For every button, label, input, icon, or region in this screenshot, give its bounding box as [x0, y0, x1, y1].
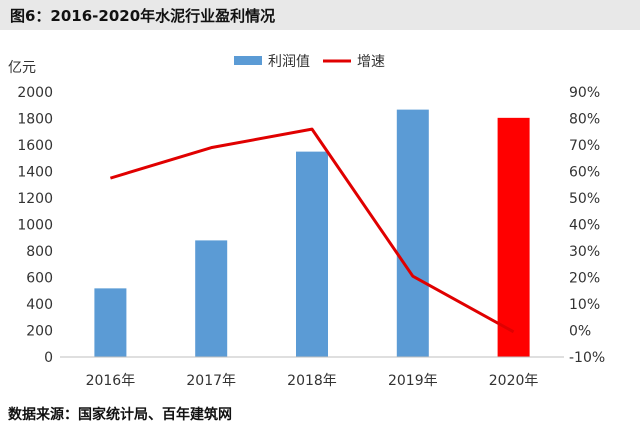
x-tick-label: 2017年 [186, 373, 236, 389]
y2-tick-label: 40% [569, 218, 600, 234]
y-axis-unit-label: 亿元 [8, 60, 36, 76]
y2-tick-label: 0% [569, 324, 591, 340]
y-tick-label: 1800 [17, 112, 53, 128]
bar-2016年 [94, 288, 127, 357]
y2-tick-label: -10% [569, 350, 605, 366]
growth-line [109, 127, 515, 334]
y2-tick-label: 80% [569, 112, 600, 128]
x-tick-label: 2016年 [86, 373, 136, 389]
y-tick-label: 1000 [17, 218, 53, 234]
growth-polyline [109, 127, 515, 334]
y2-tick-label: 10% [569, 297, 600, 313]
legend-swatch-profit [234, 56, 262, 65]
y2-tick-label: 90% [569, 85, 600, 101]
bar-2018年 [296, 151, 328, 357]
x-tick-label: 2020年 [489, 373, 539, 389]
legend-label-growth: 增速 [357, 54, 385, 70]
y2-tick-label: 20% [569, 271, 600, 287]
y2-tick-label: 70% [569, 138, 600, 154]
y2-tick-label: 50% [569, 191, 600, 207]
legend: 利润值 增速 [234, 54, 385, 70]
bar-2019年 [396, 109, 429, 357]
y-tick-label: 1600 [17, 138, 53, 154]
x-axis-ticks: 2016年 2017年 2018年 2019年 2020年 [86, 373, 539, 389]
x-tick-label: 2018年 [287, 373, 337, 389]
bar-2020年 [497, 117, 530, 358]
y-tick-label: 2000 [17, 85, 53, 101]
y-tick-label: 0 [44, 350, 53, 366]
left-axis-ticks: 0 200 400 600 800 1000 1200 1400 1600 1800 2000 [17, 85, 53, 366]
y-tick-label: 200 [26, 324, 53, 340]
y2-tick-label: 60% [569, 165, 600, 181]
legend-label-profit: 利润值 [268, 54, 310, 70]
y-tick-label: 400 [26, 297, 53, 313]
x-tick-label: 2019年 [388, 373, 438, 389]
right-axis-ticks: -10% 0% 10% 20% 30% 40% 50% 60% 70% 80% 90% [569, 85, 605, 366]
bar-2017年 [195, 240, 228, 357]
source-note: 数据来源：国家统计局、百年建筑网 [8, 407, 232, 423]
bars [94, 109, 530, 358]
y-tick-label: 800 [26, 244, 53, 260]
chart-title: 图6：2016-2020年水泥行业盈利情况 [10, 7, 276, 25]
y-tick-label: 1200 [17, 191, 53, 207]
y-tick-label: 600 [26, 271, 53, 287]
y-tick-label: 1400 [17, 165, 53, 181]
y2-tick-label: 30% [569, 244, 600, 260]
title-bar [0, 0, 640, 30]
